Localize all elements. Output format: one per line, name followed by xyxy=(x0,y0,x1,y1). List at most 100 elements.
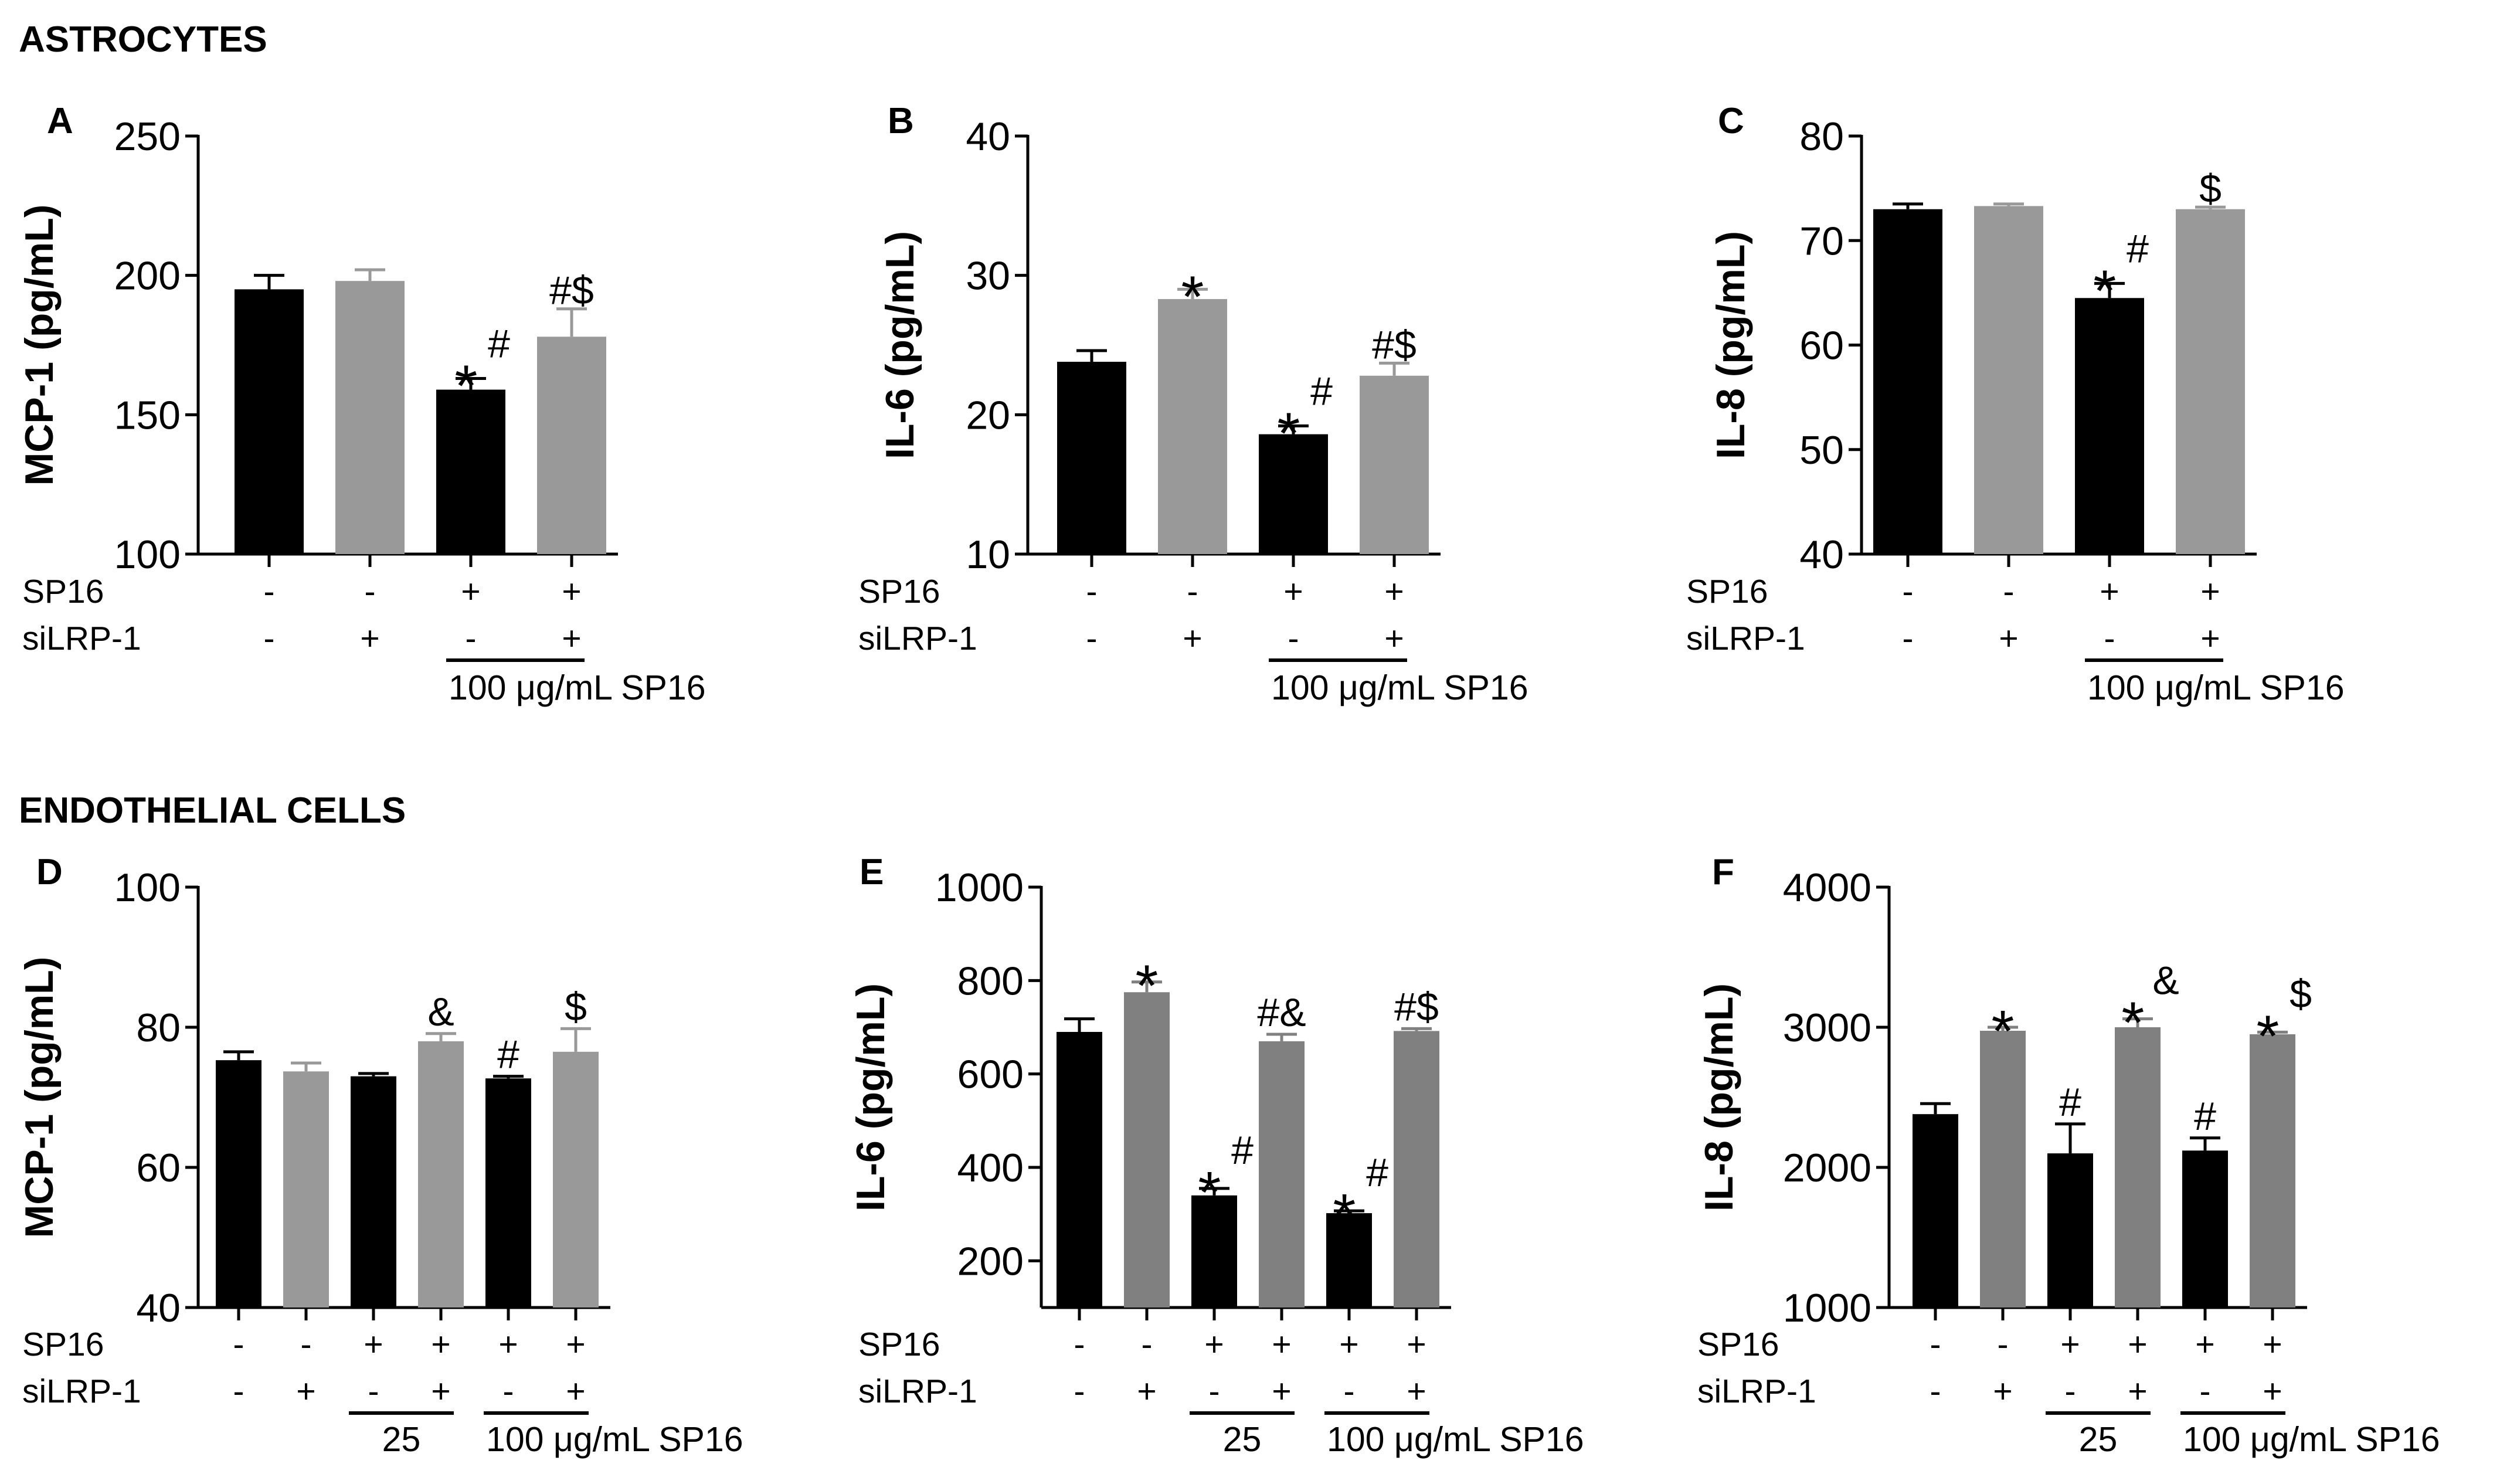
y-tick-label: 150 xyxy=(114,393,181,437)
y-tick-label: 60 xyxy=(1799,324,1844,368)
significance-star: * xyxy=(1333,1182,1356,1248)
sp16-sign: + xyxy=(2200,573,2220,610)
bar xyxy=(1394,1031,1439,1308)
panel-label: F xyxy=(1712,852,1734,892)
bar xyxy=(1057,1031,1102,1308)
row-label-sp16: SP16 xyxy=(858,573,940,610)
bar xyxy=(537,337,606,554)
bar xyxy=(283,1071,329,1308)
sp16-sign: - xyxy=(1086,573,1098,610)
y-tick-label: 80 xyxy=(1799,114,1844,159)
silrp-sign: - xyxy=(2104,620,2115,657)
sp16-sign: + xyxy=(2100,573,2119,610)
silrp-sign: + xyxy=(2128,1373,2147,1410)
silrp-sign: - xyxy=(503,1373,514,1410)
silrp-sign: - xyxy=(1086,620,1098,657)
significance-star: * xyxy=(455,354,478,419)
y-axis-title: IL-8 (pg/mL) xyxy=(1708,231,1753,459)
sp16-sign: - xyxy=(264,573,275,610)
significance-mark: # xyxy=(497,1033,519,1077)
row-label-sp16: SP16 xyxy=(22,573,104,610)
group-label: 100 μg/mL SP16 xyxy=(1327,1420,1584,1459)
sp16-sign: + xyxy=(498,1326,518,1363)
group-label: 100 μg/mL SP16 xyxy=(486,1420,743,1459)
sp16-sign: - xyxy=(301,1326,312,1363)
y-tick-label: 1000 xyxy=(935,865,1024,910)
y-axis-title: IL-6 (pg/mL) xyxy=(848,983,893,1211)
bar xyxy=(2075,298,2144,554)
silrp-sign: + xyxy=(1993,1373,2012,1410)
y-tick-label: 100 xyxy=(114,865,181,910)
bar xyxy=(351,1076,396,1308)
bar xyxy=(2250,1034,2295,1308)
silrp-sign: - xyxy=(1209,1373,1220,1410)
silrp-sign: + xyxy=(1137,1373,1156,1410)
significance-star: * xyxy=(1992,999,2015,1064)
silrp-sign: + xyxy=(566,1373,585,1410)
bar xyxy=(1360,375,1429,554)
significance-mark: $ xyxy=(565,984,587,1029)
silrp-sign: + xyxy=(1384,620,1404,657)
y-tick-label: 40 xyxy=(136,1286,181,1330)
significance-mark: # xyxy=(1231,1128,1254,1173)
y-tick-label: 600 xyxy=(957,1052,1024,1097)
bar xyxy=(1259,434,1328,554)
sp16-sign: + xyxy=(566,1326,585,1363)
bar xyxy=(2047,1153,2093,1308)
silrp-sign: - xyxy=(264,620,275,657)
significance-mark: # xyxy=(488,322,510,366)
silrp-sign: + xyxy=(1272,1373,1291,1410)
significance-star: * xyxy=(1136,953,1159,1019)
y-tick-label: 400 xyxy=(957,1146,1024,1190)
panel-label: E xyxy=(860,852,884,892)
y-axis-title: IL-6 (pg/mL) xyxy=(878,231,922,459)
significance-star: * xyxy=(2257,1003,2280,1069)
silrp-sign: + xyxy=(1183,620,1202,657)
silrp-sign: + xyxy=(1407,1373,1426,1410)
y-tick-label: 70 xyxy=(1799,219,1844,263)
row-label-silrp: siLRP-1 xyxy=(22,1373,141,1410)
panel-label: D xyxy=(36,852,63,892)
row-label-sp16: SP16 xyxy=(1697,1326,1779,1363)
bar xyxy=(2115,1027,2161,1308)
group-label: 100 μg/mL SP16 xyxy=(2183,1420,2440,1459)
sp16-sign: + xyxy=(364,1326,383,1363)
significance-star: * xyxy=(1198,1160,1221,1225)
significance-mark: # xyxy=(1310,369,1333,413)
bar xyxy=(418,1041,464,1308)
sp16-sign: - xyxy=(1930,1326,1941,1363)
group-label: 25 xyxy=(1223,1420,1262,1459)
bar xyxy=(335,281,405,554)
y-tick-label: 80 xyxy=(136,1006,181,1050)
silrp-sign: + xyxy=(2263,1373,2282,1410)
sp16-sign: - xyxy=(1187,573,1198,610)
bar xyxy=(1057,362,1126,554)
sp16-sign: + xyxy=(461,573,480,610)
silrp-sign: - xyxy=(2065,1373,2076,1410)
silrp-sign: + xyxy=(360,620,379,657)
silrp-sign: - xyxy=(1074,1373,1085,1410)
significance-mark: # xyxy=(1366,1150,1388,1195)
significance-star: * xyxy=(1278,400,1300,466)
bar xyxy=(436,389,505,554)
bar xyxy=(1191,1195,1237,1308)
silrp-sign: - xyxy=(1344,1373,1355,1410)
panel-label: C xyxy=(1718,101,1744,141)
silrp-sign: + xyxy=(296,1373,315,1410)
significance-mark: # xyxy=(2194,1094,2216,1139)
significance-mark: #& xyxy=(1257,990,1306,1035)
bar xyxy=(1974,206,2043,554)
significance-mark: #$ xyxy=(1372,322,1417,367)
y-tick-label: 50 xyxy=(1799,428,1844,473)
sp16-sign: + xyxy=(1384,573,1404,610)
sp16-sign: - xyxy=(365,573,376,610)
row-label-sp16: SP16 xyxy=(22,1326,104,1363)
sp16-sign: + xyxy=(2195,1326,2214,1363)
panel-label: B xyxy=(888,101,914,141)
significance-mark: $ xyxy=(2290,972,2312,1016)
bar xyxy=(216,1060,261,1308)
bar xyxy=(1873,209,1942,554)
